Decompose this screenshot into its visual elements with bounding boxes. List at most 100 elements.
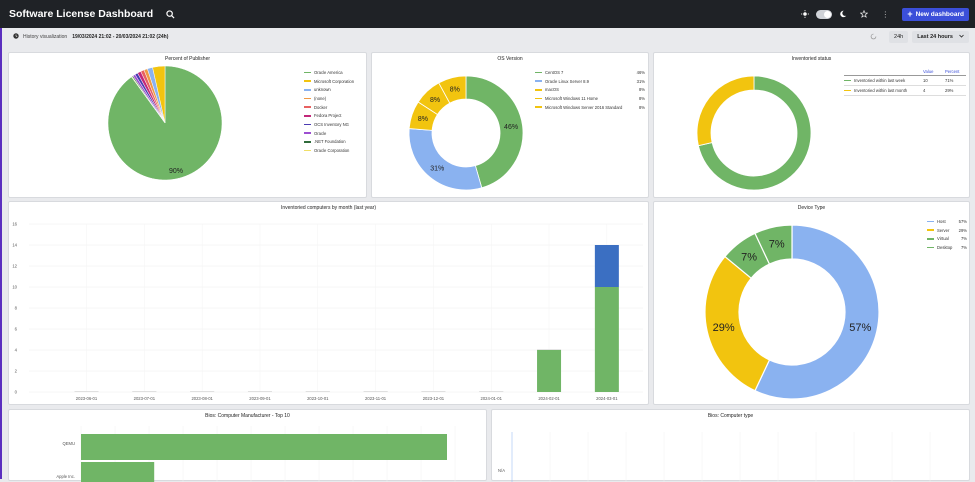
period-short-button[interactable]: 24h <box>889 31 909 43</box>
legend-item[interactable]: Microsoft Windows 11 Home 8% <box>535 94 645 103</box>
legend-item[interactable]: Host 57% <box>927 217 967 226</box>
bios-type-bar-chart: N/A <box>498 432 931 482</box>
slice-label: 29% <box>713 322 735 334</box>
row-label: Inventoried within last week <box>854 78 906 83</box>
legend-swatch <box>304 80 311 82</box>
legend-label: CentOS 7 <box>545 69 564 75</box>
publisher-legend: Oracle America Microsoft Corporation unkno… <box>304 68 366 155</box>
legend-item[interactable]: macOS 8% <box>535 85 645 94</box>
legend-swatch <box>304 71 311 74</box>
bar[interactable] <box>363 391 388 392</box>
legend-item[interactable]: Oracle Corporation <box>304 146 366 155</box>
bar[interactable] <box>132 391 157 392</box>
y-tick-label: 6 <box>15 327 18 332</box>
bar[interactable] <box>594 287 619 392</box>
sun-icon[interactable] <box>801 5 810 23</box>
pie-slice-oracle-linux-server-8-9[interactable] <box>408 128 483 191</box>
legend-swatch <box>927 229 934 231</box>
refresh-icon[interactable] <box>870 33 877 42</box>
bar[interactable] <box>537 349 562 350</box>
legend-percent: 46% <box>636 69 645 75</box>
legend-item[interactable]: .NET Foundation <box>304 138 366 147</box>
bar[interactable] <box>594 245 619 287</box>
pie-slice-centos-7[interactable] <box>465 75 524 189</box>
pie-slice-host[interactable] <box>754 224 880 400</box>
y-tick-label: 14 <box>12 243 17 248</box>
legend-item[interactable]: Server 29% <box>927 226 967 235</box>
pie-slice-inventoried-within-last-week[interactable] <box>697 75 812 191</box>
x-tick-label: 2024-03-01 <box>596 396 618 401</box>
x-tick-label: 2024-01-01 <box>481 396 503 401</box>
inventoried-row[interactable]: Inventoried within last week 10 71% <box>844 76 966 86</box>
legend-swatch <box>844 79 851 82</box>
bar[interactable] <box>247 391 272 392</box>
x-tick-label: 2023-12-01 <box>423 396 445 401</box>
legend-item[interactable]: Desktop 7% <box>927 243 967 252</box>
bar[interactable] <box>81 462 155 482</box>
bar[interactable] <box>479 391 504 392</box>
pie-slice-desktop[interactable] <box>754 224 793 265</box>
legend-item[interactable]: CentOS 7 46% <box>535 68 645 77</box>
pie-slice-microsoft-windows-server-2016-standard[interactable] <box>438 75 467 104</box>
legend-label: Oracle Corporation <box>314 148 350 154</box>
y-tick-label: 2 <box>15 369 18 374</box>
legend-swatch <box>304 123 311 126</box>
history-range: 19/03/2024 21:02 - 20/03/2024 21:02 (24h… <box>72 34 169 40</box>
legend-item[interactable]: Oracle Linux Server 8.9 31% <box>535 77 645 86</box>
inventoried-row[interactable]: Inventoried within last month 4 29% <box>844 86 966 96</box>
legend-label: OCS Inventory NG <box>314 121 349 127</box>
chevron-down-icon <box>959 34 964 40</box>
legend-percent: 7% <box>960 244 967 250</box>
bar[interactable] <box>537 350 562 392</box>
new-dashboard-button[interactable]: + New dashboard <box>902 7 969 21</box>
period-select[interactable]: Last 24 hours <box>912 31 969 43</box>
more-vert-icon[interactable]: ⋮ <box>881 9 890 19</box>
device-title: Device Type <box>797 205 826 211</box>
row-percent: 71% <box>945 78 954 83</box>
y-tick-label: 8 <box>15 306 18 311</box>
os-donut-chart: 46% 31% 8% 8% 8% <box>408 75 524 191</box>
slice-label: 8% <box>430 97 440 104</box>
slice-label: 8% <box>418 116 428 123</box>
star-icon[interactable] <box>860 5 869 23</box>
legend-item[interactable]: Fedora Project <box>304 111 366 120</box>
pie-slice-server[interactable] <box>704 255 771 392</box>
theme-toggle[interactable] <box>816 9 833 19</box>
legend-item[interactable]: Microsoft Corporation <box>304 77 366 86</box>
legend-item[interactable]: Microsoft Windows Server 2016 Standard 8% <box>535 103 645 112</box>
legend-percent: 57% <box>958 218 967 224</box>
legend-swatch <box>304 97 311 100</box>
y-tick-label: 10 <box>12 285 17 290</box>
x-tick-label: 2023-07-01 <box>134 396 156 401</box>
bar[interactable] <box>190 391 215 392</box>
moon-icon[interactable] <box>839 5 847 23</box>
x-tick-label: 2023-08-01 <box>191 396 213 401</box>
history-bar: History visualization 19/03/2024 21:02 -… <box>0 28 975 46</box>
y-tick-label: 0 <box>15 390 18 395</box>
history-icon <box>13 33 19 41</box>
legend-swatch <box>535 97 542 100</box>
legend-item[interactable]: OCS Inventory NG <box>304 120 366 129</box>
y-tick-label: 12 <box>12 264 17 269</box>
legend-item[interactable]: Oracle America <box>304 68 366 77</box>
search-icon[interactable] <box>163 7 177 21</box>
bar[interactable] <box>305 391 330 392</box>
legend-item[interactable]: unknown <box>304 85 366 94</box>
pie-slice-inventoried-within-last-month[interactable] <box>696 75 755 147</box>
bar[interactable] <box>421 391 446 392</box>
percent-header: Percent <box>945 69 960 74</box>
inventoried-title: Inventoried status <box>791 56 832 62</box>
legend-swatch <box>304 88 311 91</box>
bios-type-title: Bios: Computer type <box>707 413 754 419</box>
bar[interactable] <box>74 391 99 392</box>
publisher-title: Percent of Publisher <box>164 56 211 62</box>
slice-label: 46% <box>504 124 518 131</box>
legend-item[interactable]: Docker <box>304 103 366 112</box>
history-label: History visualization <box>23 34 68 40</box>
legend-item[interactable]: (none) <box>304 94 366 103</box>
legend-label: Host <box>937 218 946 224</box>
legend-item[interactable]: Virtual 7% <box>927 234 967 243</box>
bar[interactable] <box>81 434 447 460</box>
legend-item[interactable]: Oracle <box>304 129 366 138</box>
pie-slice-microsoft-corporation[interactable] <box>152 65 166 124</box>
